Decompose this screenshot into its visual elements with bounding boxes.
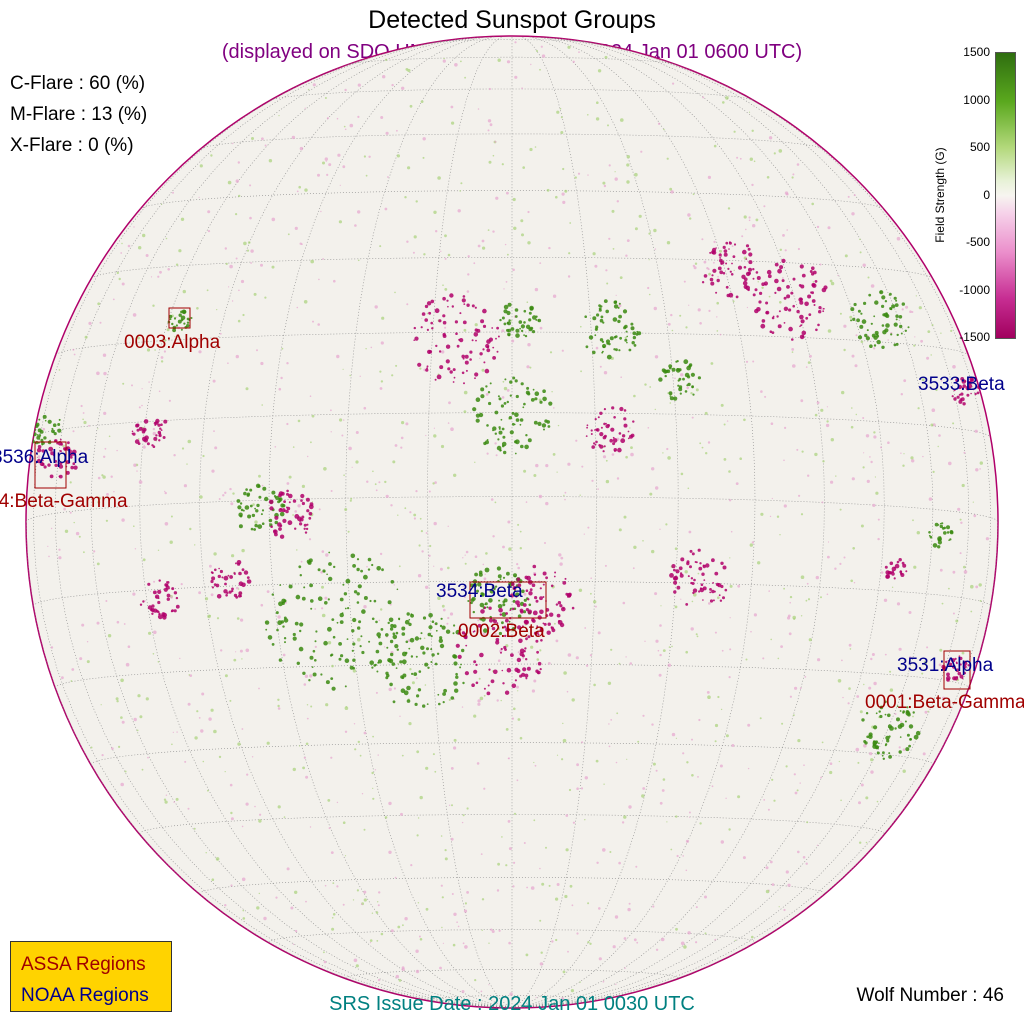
colorbar-tick: 1000	[963, 93, 990, 107]
c-flare-probability: C-Flare : 60 (%)	[10, 73, 146, 94]
m-flare-probability: M-Flare : 13 (%)	[10, 104, 148, 125]
region-box-0001	[943, 650, 971, 690]
heliographic-grid	[26, 36, 998, 1008]
region-box-0004	[34, 441, 67, 489]
colorbar-tick: 1500	[963, 45, 990, 59]
wolf-number: Wolf Number : 46	[856, 985, 1004, 1006]
map-title: Detected Sunspot Groups	[368, 6, 656, 34]
x-flare-probability: X-Flare : 0 (%)	[10, 135, 134, 156]
field-strength-colorbar	[995, 52, 1016, 339]
colorbar-label: Field Strength (G)	[933, 147, 947, 243]
region-box-0003	[168, 307, 191, 329]
legend-noaa: NOAA Regions	[21, 985, 149, 1006]
colorbar-tick: -1500	[959, 330, 990, 344]
region-label-3534: 3534:Beta	[436, 581, 523, 602]
region-box-0002	[469, 581, 547, 619]
region-label-0003: 0003:Alpha	[124, 332, 221, 353]
colorbar-tick: -500	[965, 235, 990, 249]
colorbar-tick: 500	[969, 140, 990, 154]
region-label-0002: 0002:Beta	[458, 621, 545, 642]
region-legend: ASSA Regions NOAA Regions	[10, 941, 172, 1012]
region-label-3536: 3536:Alpha	[0, 447, 89, 468]
srs-issue-date: SRS Issue Date : 2024 Jan 01 0030 UTC	[329, 993, 695, 1015]
region-label-3533: 3533:Beta	[918, 374, 1005, 395]
region-label-0001: 0001:Beta-Gamma	[865, 692, 1024, 713]
colorbar-tick: 0	[983, 188, 990, 202]
magnetic-field-patches	[28, 41, 990, 1001]
region-label-0004: 0004:Beta-Gamma	[0, 491, 128, 512]
legend-assa: ASSA Regions	[21, 954, 146, 975]
colorbar-tick: -1000	[959, 283, 990, 297]
region-label-3531: 3531:Alpha	[897, 655, 994, 676]
